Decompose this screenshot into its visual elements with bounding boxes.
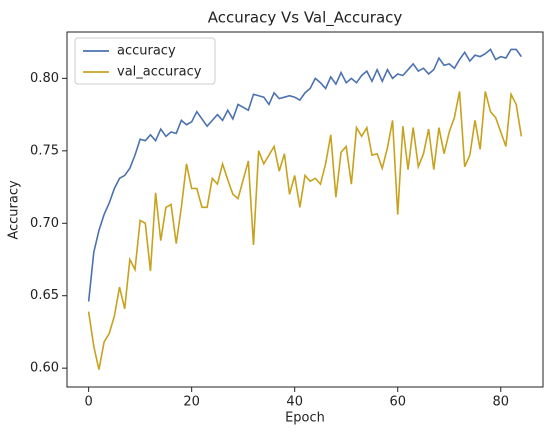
- plot-frame: [66, 31, 544, 388]
- y-tick-label: 0.70: [30, 216, 59, 231]
- x-tick-label: 80: [492, 395, 509, 410]
- y-axis-label: Accuracy: [7, 180, 22, 240]
- x-tick-label: 60: [389, 395, 406, 410]
- x-tick-label: 20: [183, 395, 200, 410]
- x-tick-label: 0: [84, 395, 92, 410]
- y-tick-label: 0.60: [30, 361, 59, 376]
- x-axis-label: Epoch: [285, 411, 325, 426]
- y-tick-label: 0.65: [30, 288, 59, 303]
- x-tick-label: 40: [286, 395, 303, 410]
- y-tick-label: 0.80: [30, 71, 59, 86]
- legend-box: [74, 37, 216, 85]
- y-tick-label: 0.75: [30, 143, 59, 158]
- chart-title: Accuracy Vs Val_Accuracy: [208, 9, 403, 28]
- series-line: [87, 48, 523, 302]
- legend-label: val_accuracy: [117, 65, 202, 80]
- series-line: [87, 91, 523, 370]
- legend-label: accuracy: [117, 44, 176, 59]
